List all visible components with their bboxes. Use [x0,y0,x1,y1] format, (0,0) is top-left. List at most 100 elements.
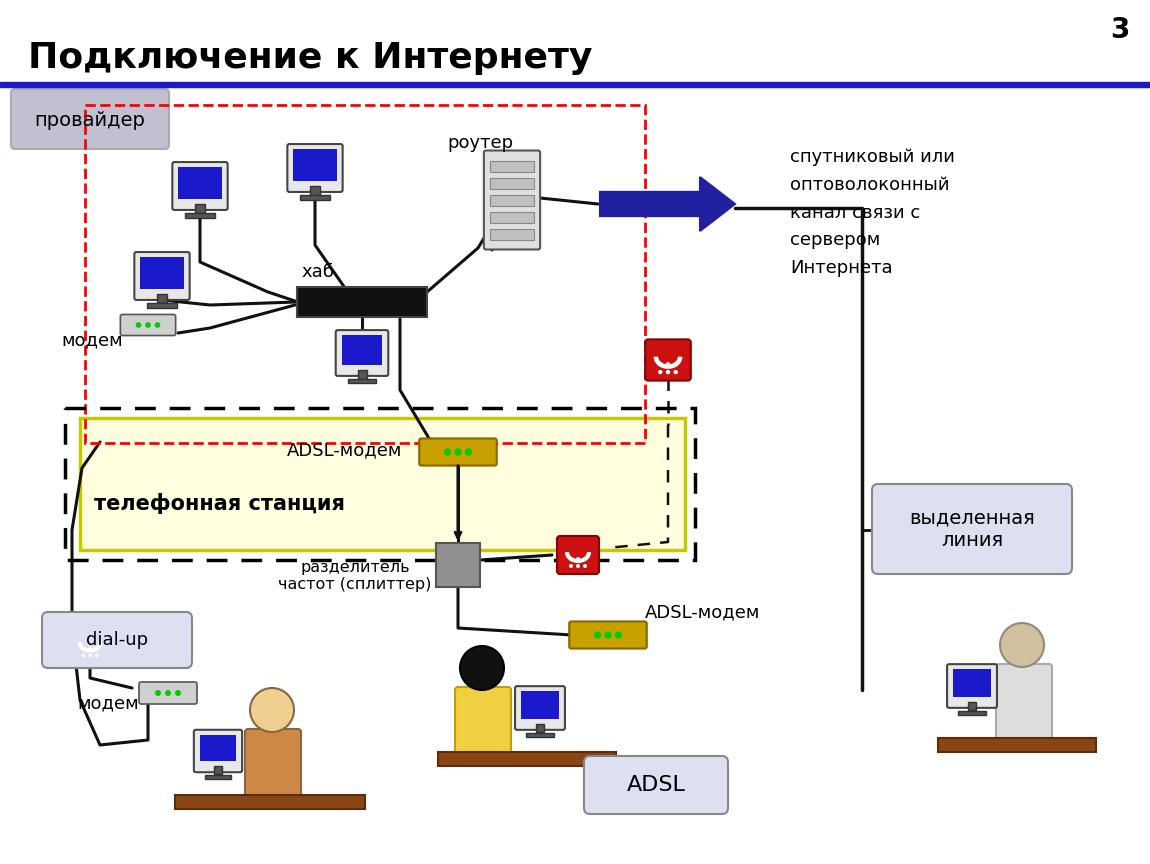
Text: разделитель
частот (сплиттер): разделитель частот (сплиттер) [278,560,431,592]
Bar [66,408,695,560]
FancyBboxPatch shape [584,756,728,814]
Bar [214,766,222,774]
Text: ADSL: ADSL [627,775,685,795]
Text: спутниковый или
оптоволоконный
канал связи с
сервером
Интернета: спутниковый или оптоволоконный канал свя… [790,148,954,277]
Bar [938,738,1096,752]
Bar [490,178,534,189]
Bar [438,752,616,766]
Text: 3: 3 [1110,16,1129,44]
FancyBboxPatch shape [645,340,691,381]
Circle shape [583,564,586,568]
Circle shape [460,646,504,690]
FancyBboxPatch shape [872,484,1072,574]
Circle shape [89,653,92,658]
Bar [342,335,382,365]
Bar [536,724,544,733]
Circle shape [605,632,612,638]
Circle shape [666,362,670,366]
Circle shape [666,370,670,374]
Circle shape [569,564,573,568]
Bar [140,257,184,289]
Bar [175,795,365,809]
FancyBboxPatch shape [121,314,176,335]
FancyBboxPatch shape [135,252,190,300]
Text: dial-up: dial-up [86,631,148,649]
Text: модем: модем [77,694,139,712]
Bar [347,379,376,384]
Circle shape [1000,623,1044,667]
Bar [490,212,534,223]
Bar [178,167,222,199]
Text: ADSL-модем: ADSL-модем [645,603,760,621]
FancyBboxPatch shape [43,612,192,668]
Circle shape [444,448,451,455]
Bar [300,195,330,200]
Circle shape [454,448,461,455]
FancyBboxPatch shape [70,626,110,664]
Circle shape [82,647,85,651]
Bar [358,370,367,379]
Text: модем: модем [61,331,123,349]
Bar [490,161,534,172]
Text: провайдер: провайдер [34,111,145,130]
Circle shape [145,322,151,327]
FancyBboxPatch shape [484,150,540,250]
Bar [147,303,177,308]
Circle shape [658,370,662,374]
Text: хаб: хаб [301,263,335,281]
FancyBboxPatch shape [139,682,197,704]
FancyBboxPatch shape [515,686,565,730]
FancyBboxPatch shape [288,144,343,192]
Bar [968,702,976,710]
Text: ADSL-модем: ADSL-модем [288,441,402,459]
FancyBboxPatch shape [557,536,599,574]
FancyBboxPatch shape [455,687,511,761]
Circle shape [615,632,622,638]
Text: выделенная
линия: выделенная линия [910,509,1035,550]
Circle shape [674,370,677,374]
FancyBboxPatch shape [12,89,169,149]
Circle shape [94,647,99,651]
Circle shape [164,690,171,696]
Circle shape [465,448,473,455]
Text: телефонная станция: телефонная станция [94,492,345,513]
Text: Подключение к Интернету: Подключение к Интернету [28,41,592,75]
Bar [953,669,991,697]
Polygon shape [600,177,735,231]
Bar [81,418,685,550]
Circle shape [593,632,601,638]
FancyBboxPatch shape [336,330,389,376]
Bar [490,194,534,206]
Circle shape [576,557,580,561]
Bar [0,82,1150,87]
FancyBboxPatch shape [948,664,997,708]
Bar [958,711,986,715]
Circle shape [155,690,161,696]
Circle shape [89,647,92,651]
Bar [293,149,337,181]
Text: роутер: роутер [447,134,513,152]
Bar [185,213,215,218]
FancyBboxPatch shape [245,729,301,803]
Bar [196,204,205,213]
Circle shape [583,557,586,561]
FancyBboxPatch shape [194,730,243,772]
Circle shape [82,653,85,658]
FancyBboxPatch shape [569,621,646,649]
Circle shape [569,557,573,561]
Bar [436,543,480,587]
Circle shape [136,322,141,327]
Circle shape [250,688,294,732]
Bar [490,229,534,240]
Bar [85,105,645,443]
Bar [527,733,553,737]
Bar [521,691,559,719]
Circle shape [674,362,677,366]
Bar [297,287,427,317]
Bar [200,734,236,761]
FancyBboxPatch shape [172,162,228,210]
Bar [158,294,167,303]
Circle shape [94,653,99,658]
Circle shape [576,564,580,568]
Circle shape [154,322,160,327]
